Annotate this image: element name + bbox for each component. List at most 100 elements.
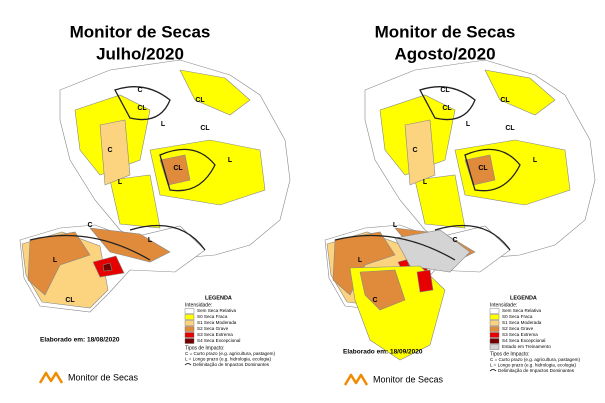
- map-title: Monitor de Secas: [375, 22, 516, 41]
- legend-label: Sem Seca Relativa: [502, 308, 542, 313]
- legend-label: C = Curto prazo (e.g. agricultura, pasta…: [490, 357, 580, 362]
- impact-label: CL: [195, 97, 205, 104]
- impact-label: L: [148, 237, 153, 244]
- drought-region: [102, 262, 113, 272]
- legend-swatch: [184, 338, 195, 344]
- impact-label: L: [118, 179, 123, 186]
- impact-label: CL: [440, 87, 450, 94]
- legend-swatch: [184, 332, 195, 338]
- drought-region: [179, 69, 251, 116]
- legend-heading: Tipos de Impacto:: [490, 351, 530, 357]
- legend-swatch: [184, 308, 195, 314]
- drought-region: [416, 269, 434, 293]
- legend-line: [184, 363, 192, 366]
- legend-heading: Tipos de Impacto:: [185, 345, 225, 351]
- impact-boundary: [419, 86, 476, 121]
- legend-title: LEGENDA: [510, 295, 537, 301]
- legend-label: L = Longo prazo (e.g. hidrologia, ecolog…: [490, 363, 576, 368]
- elaborated-date: Elaborado em: 18/09/2020: [343, 349, 423, 356]
- legend-title: LEGENDA: [205, 295, 232, 301]
- legend-label: C = Curto prazo (e.g. agricultura, pasta…: [185, 351, 275, 356]
- legend-line: [489, 369, 497, 372]
- impact-boundary: [129, 224, 206, 251]
- impact-label: C: [137, 87, 142, 94]
- drought-panel: Monitor de SecasJulho/2020CCLLCLCLLCLCLL…: [19, 22, 291, 384]
- impact-boundary: [434, 224, 511, 251]
- impact-label: CL: [500, 97, 510, 104]
- impact-boundary: [114, 86, 171, 121]
- legend-label: S0 Seca Fraca: [197, 314, 228, 319]
- logo-text: Monitor de Secas: [68, 372, 139, 382]
- impact-label: CL: [137, 105, 147, 112]
- impact-label: L: [393, 222, 398, 229]
- legend-label: Estado em Treinamento: [502, 344, 551, 349]
- impact-label: C: [412, 147, 417, 154]
- impact-label: L: [53, 257, 58, 264]
- impact-label: C: [107, 147, 112, 154]
- drought-region: [99, 119, 131, 186]
- impact-label: C: [452, 237, 457, 244]
- legend-swatch: [184, 326, 195, 332]
- drought-region: [404, 119, 436, 186]
- legend-heading: Intensidade:: [185, 302, 212, 308]
- impact-label: L: [423, 179, 428, 186]
- legend-label: S4 Seca Excepcional: [197, 338, 240, 343]
- logo-text: Monitor de Secas: [373, 374, 444, 384]
- map-subtitle: Agosto/2020: [394, 44, 495, 63]
- legend-label: Sem Seca Relativa: [197, 308, 237, 313]
- legend-label: S1 Seca Moderada: [502, 320, 542, 325]
- impact-boundary: [464, 148, 521, 192]
- legend-label: Delimitação de Impactos Dominantes: [498, 368, 575, 373]
- impact-label: CL: [173, 165, 183, 172]
- impact-label: C: [372, 297, 377, 304]
- impact-label: L: [358, 257, 363, 264]
- impact-label: CL: [200, 125, 210, 132]
- impact-boundary: [159, 148, 216, 192]
- impact-boundary: [29, 234, 151, 261]
- legend-swatch: [489, 332, 500, 338]
- drought-region: [484, 69, 556, 116]
- drought-region: [464, 154, 496, 186]
- legend-label: L = Longo prazo (e.g. hidrologia, ecolog…: [185, 357, 271, 362]
- impact-label: C: [87, 222, 92, 229]
- legend-swatch: [489, 308, 500, 314]
- drought-region: [27, 231, 91, 296]
- drought-panel: Monitor de SecasAgosto/2020CLCLLCLCLLLLC…: [324, 22, 596, 386]
- impact-label: CL: [442, 105, 452, 112]
- impact-label: CL: [478, 165, 488, 172]
- legend-heading: Intensidade:: [490, 302, 517, 308]
- drought-region: [89, 227, 171, 263]
- map-subtitle: Julho/2020: [96, 44, 184, 63]
- legend-label: S4 Seca Excepcional: [502, 338, 545, 343]
- impact-label: L: [533, 157, 538, 164]
- legend-swatch: [184, 320, 195, 326]
- legend-swatch: [489, 320, 500, 326]
- legend-label: S2 Seca Grave: [502, 326, 534, 331]
- legend-label: S3 Seca Extrema: [197, 332, 233, 337]
- logo-icon: [38, 371, 64, 384]
- drought-region: [394, 229, 471, 273]
- legend-swatch: [489, 338, 500, 344]
- legend-label: Delimitação de Impactos Dominantes: [193, 362, 270, 367]
- drought-region: [109, 174, 161, 229]
- impact-label: CL: [65, 297, 75, 304]
- impact-boundary: [334, 234, 456, 261]
- map-title: Monitor de Secas: [70, 22, 211, 41]
- impact-label: L: [228, 157, 233, 164]
- impact-label: L: [466, 121, 471, 128]
- drought-region: [414, 174, 466, 229]
- legend-label: S2 Seca Grave: [197, 326, 229, 331]
- drought-region: [332, 231, 396, 296]
- legend-swatch: [489, 326, 500, 332]
- legend-label: S0 Seca Fraca: [502, 314, 533, 319]
- drought-region: [359, 269, 406, 311]
- legend-swatch: [184, 314, 195, 320]
- impact-label: L: [161, 121, 166, 128]
- legend-swatch: [489, 344, 500, 350]
- legend-label: S3 Seca Extrema: [502, 332, 538, 337]
